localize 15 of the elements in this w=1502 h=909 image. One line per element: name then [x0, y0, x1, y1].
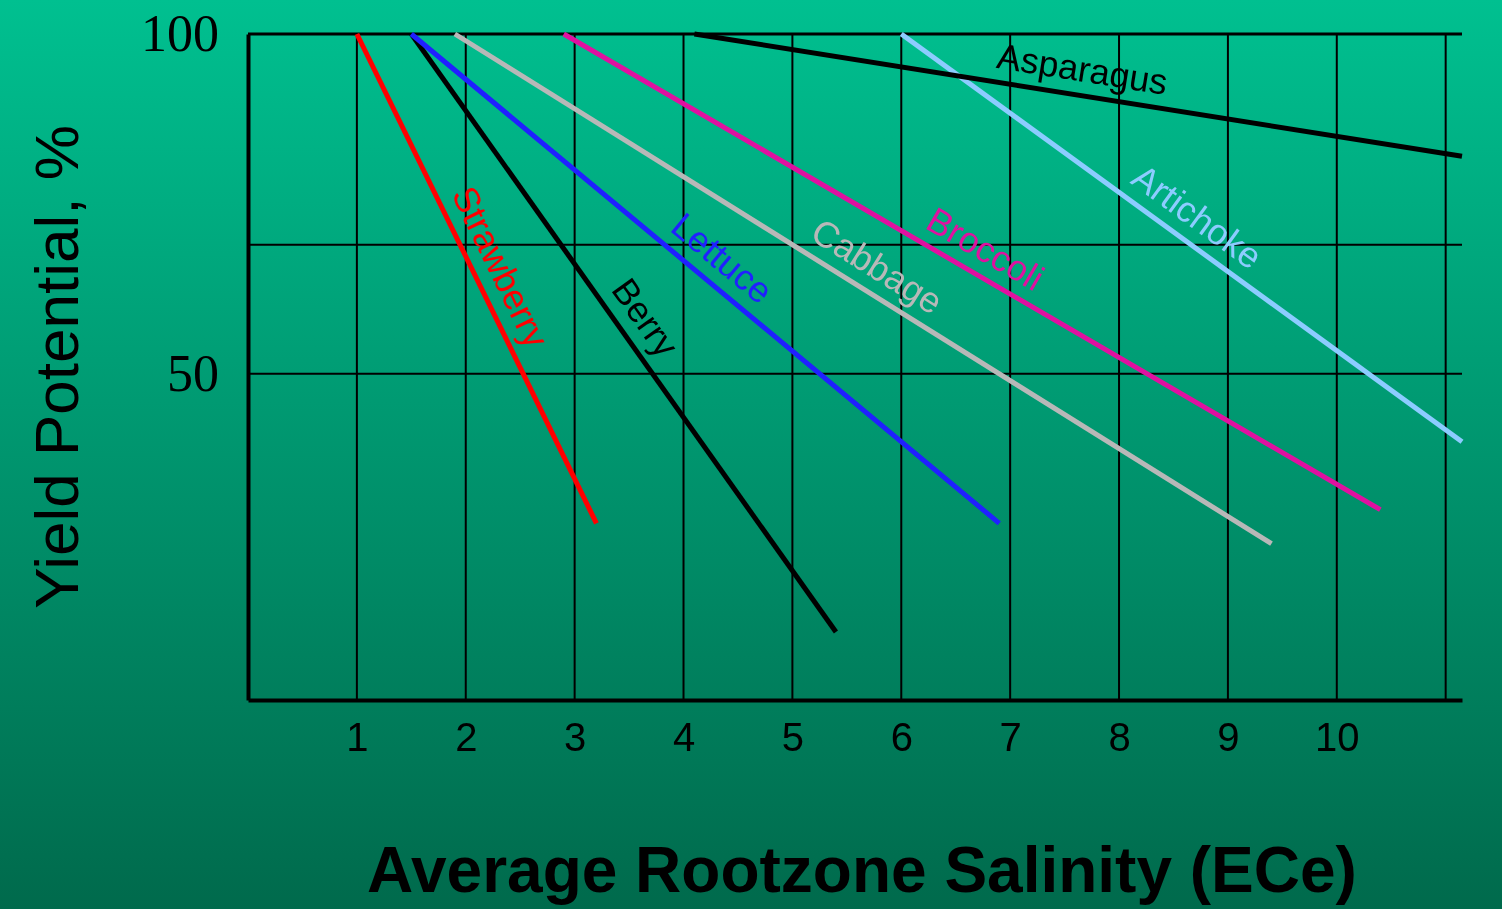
- x-tick-label: 10: [1315, 715, 1360, 759]
- x-tick-label: 8: [1108, 715, 1131, 759]
- x-tick-label: 6: [890, 715, 913, 759]
- y-tick-label: 100: [141, 5, 219, 63]
- x-tick-label: 9: [1217, 715, 1240, 759]
- x-axis-title: Average Rootzone Salinity (ECe): [367, 834, 1357, 906]
- x-tick-label: 1: [346, 715, 369, 759]
- text: Asparagus: [994, 35, 1171, 103]
- x-tick-label: 7: [999, 715, 1022, 759]
- x-tick-label: 5: [781, 715, 805, 759]
- x-tick-label: 4: [672, 715, 696, 759]
- y-tick-label: 50: [167, 344, 219, 402]
- x-tick-label: 2: [455, 715, 478, 759]
- x-tick-label: 3: [564, 715, 587, 759]
- y-axis-title: Yield Potential, %: [22, 125, 91, 609]
